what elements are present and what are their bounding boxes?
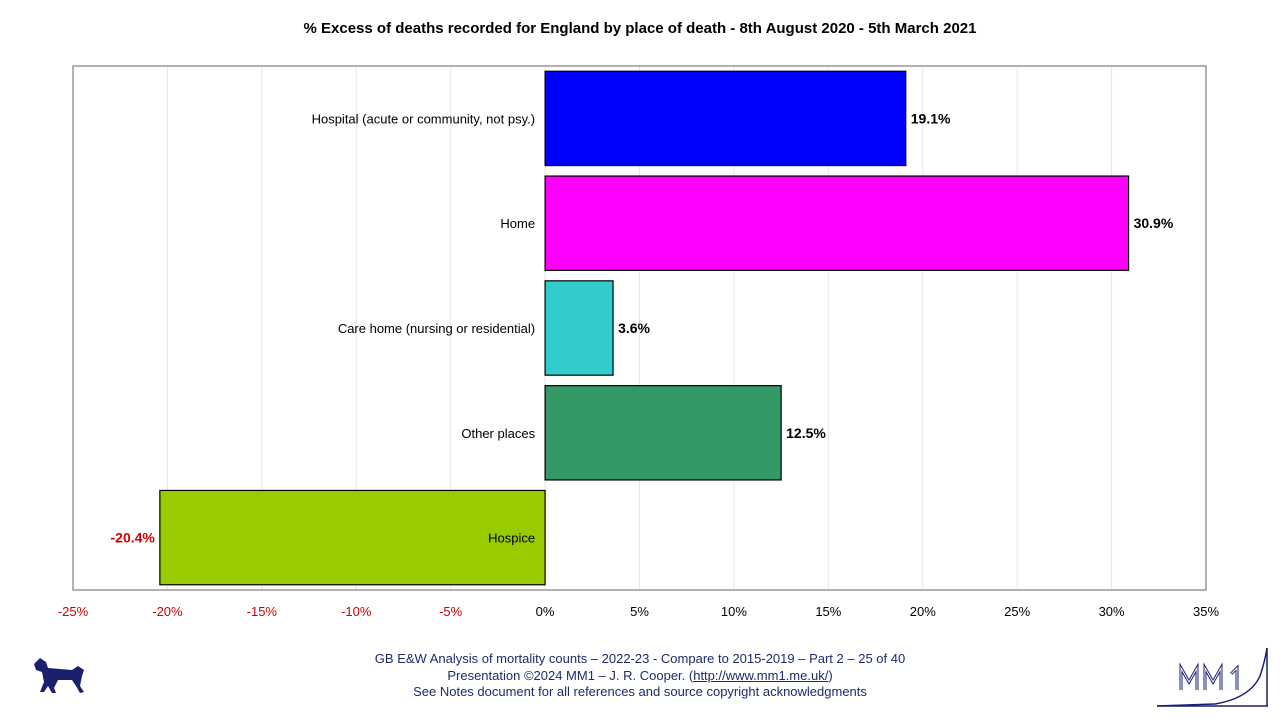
footer-line-1: GB E&W Analysis of mortality counts – 20… [374, 651, 906, 666]
mm1-logo-icon [1156, 647, 1268, 707]
bar [544, 175, 1130, 271]
x-tick-label: -20% [152, 604, 183, 619]
bars [159, 70, 1130, 586]
footer-line-2: Presentation ©2024 MM1 – J. R. Cooper. (… [0, 668, 1280, 683]
category-label: Home [500, 216, 535, 231]
x-tick-label: -10% [341, 604, 372, 619]
footer-line-3: See Notes document for all references an… [413, 684, 867, 699]
value-label: 12.5% [786, 425, 826, 441]
bar [544, 280, 614, 376]
footer-prefix: Presentation ©2024 MM1 – J. R. Cooper. ( [447, 668, 694, 683]
category-label: Hospice [488, 531, 535, 546]
value-label: 30.9% [1134, 215, 1174, 231]
bar [544, 70, 907, 167]
x-tick-label: 5% [630, 604, 649, 619]
labels: Hospital (acute or community, not psy.) 1… [111, 110, 1174, 545]
footer-suffix: ) [828, 668, 833, 683]
x-tick-label: -25% [58, 604, 89, 619]
x-tick-label: 20% [910, 604, 936, 619]
x-tick-label: 30% [1099, 604, 1125, 619]
bar [544, 385, 782, 481]
bar [159, 489, 546, 586]
x-tick-label: -15% [247, 604, 278, 619]
chart-title: % Excess of deaths recorded for England … [303, 20, 977, 37]
x-axis-ticks: -25% -20% -15% -10% -5% 0% 5% 10% 15% 20% 25% 30% 35… [58, 604, 1220, 619]
x-tick-label: 0% [536, 604, 555, 619]
category-label: Other places [461, 426, 535, 441]
value-label: -20.4% [111, 530, 156, 546]
value-label: 19.1% [911, 110, 951, 126]
plot-area-frame [72, 65, 1207, 591]
x-tick-label: 35% [1193, 604, 1219, 619]
footer-link[interactable]: http://www.mm1.me.uk/ [693, 668, 829, 683]
x-tick-label: -5% [439, 604, 463, 619]
value-label: 3.6% [618, 320, 650, 336]
x-tick-label: 10% [721, 604, 747, 619]
bar-chart: Hospital (acute or community, not psy.) 1… [58, 65, 1220, 619]
category-label: Hospital (acute or community, not psy.) [312, 111, 536, 126]
x-tick-label: 25% [1004, 604, 1030, 619]
dog-icon [34, 658, 84, 693]
x-tick-label: 15% [815, 604, 841, 619]
category-label: Care home (nursing or residential) [338, 321, 535, 336]
